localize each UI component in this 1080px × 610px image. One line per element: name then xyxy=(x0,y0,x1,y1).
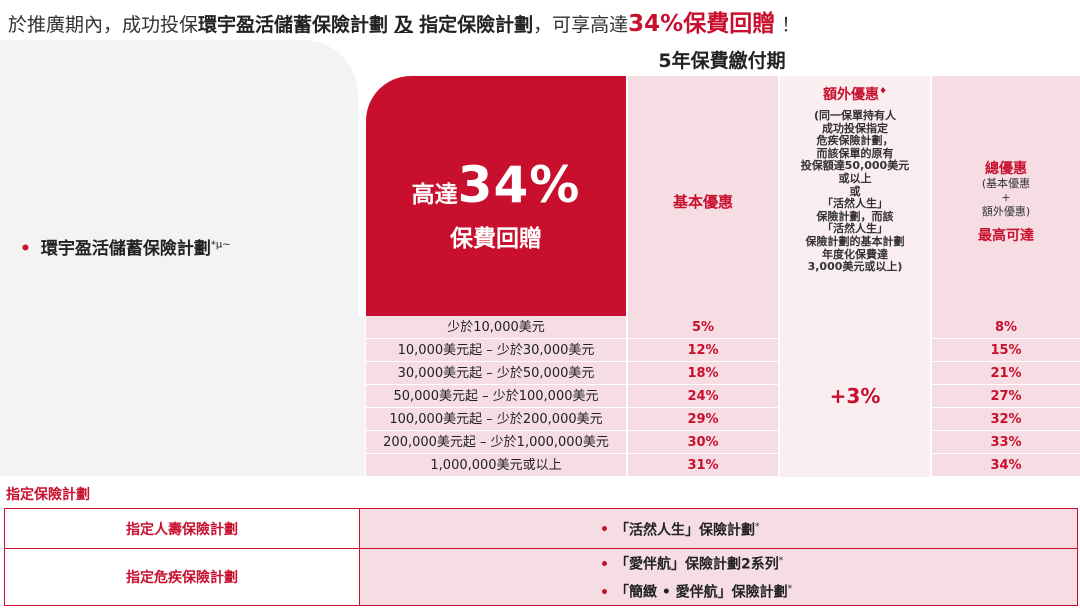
tier-basic-rate: 31% xyxy=(628,454,778,477)
promo-up-to: 高達 xyxy=(411,182,458,208)
headline-conjunction: 及 xyxy=(394,14,414,36)
designated-plan-list: • 「活然人生」保險計劃* xyxy=(360,509,1077,548)
total-formula-line: + xyxy=(1001,191,1011,204)
designated-category: 指定危疾保險計劃 xyxy=(5,549,360,605)
total-formula-line: (基本優惠 xyxy=(981,177,1031,190)
plan-footnote-mark: * xyxy=(754,521,760,532)
designated-plan-list: • 「愛伴航」保險計劃2系列* • 「簡緻 • 愛伴航」保險計劃* xyxy=(360,549,1077,605)
tier-basic-rate: 12% xyxy=(628,339,778,362)
extra-offer-value: +3% xyxy=(829,384,881,408)
tier-total-rate: 8% xyxy=(932,316,1080,339)
tier-total-rate: 27% xyxy=(932,385,1080,408)
extra-note-line: 成功投保指定 xyxy=(822,121,888,135)
extra-note-line: 3,000美元或以上) xyxy=(807,260,903,274)
plan-footnote-mark: * xyxy=(787,584,793,594)
tier-basic-rate: 30% xyxy=(628,431,778,454)
promo-rebate-label: 保費回贈 xyxy=(450,226,542,252)
promo-headline: 於推廣期內，成功投保環宇盈活儲蓄保險計劃 及 指定保險計劃，可享高達34%保費回… xyxy=(8,4,800,38)
extra-note-line: 或以上 xyxy=(838,171,872,185)
tier-total-rate: 32% xyxy=(932,408,1080,431)
total-offer-formula: (基本優惠 + 額外優惠) xyxy=(932,177,1080,219)
bullet-dot: • xyxy=(600,584,609,601)
plan-panel xyxy=(0,40,358,316)
row-divider xyxy=(5,548,1077,549)
promo-rebate-box: 高達34% 保費回贈 xyxy=(366,76,626,316)
extra-note-line: 年度化保費達 xyxy=(822,247,888,261)
plan-name: • 環宇盈活儲蓄保險計劃*µ~ xyxy=(20,234,231,259)
plan-footnote-mark: * xyxy=(778,556,784,567)
plan-footnote-mark: *µ~ xyxy=(210,239,231,251)
total-offer-max: 最高可達 xyxy=(978,228,1034,244)
extra-note-line: 保險計劃的基本計劃 xyxy=(805,234,905,248)
extra-note-line: 保險計劃，而該 xyxy=(816,209,894,223)
total-offer-title: 總優惠 xyxy=(985,161,1027,177)
designated-category: 指定人壽保險計劃 xyxy=(5,509,360,548)
tier-total-rate: 21% xyxy=(932,362,1080,385)
tier-range: 10,000美元起 – 少於30,000美元 xyxy=(366,339,626,362)
total-offer-header: 總優惠 (基本優惠 + 額外優惠) 最高可達 xyxy=(932,76,1080,316)
promo-percent: 34% xyxy=(457,156,581,214)
designated-plans-table: 指定人壽保險計劃 • 「活然人生」保險計劃* 指定危疾保險計劃 • 「愛伴航」保險計… xyxy=(4,508,1078,606)
headline-plan-b: 指定保險計劃 xyxy=(419,14,534,36)
bullet-dot: • xyxy=(20,239,31,259)
table-row: 指定人壽保險計劃 • 「活然人生」保險計劃* xyxy=(5,509,1077,548)
extra-offer-conditions: (同一保單持有人 成功投保指定 危疾保險計劃， 而該保單的原有 投保額達50,0… xyxy=(780,109,930,274)
plan-name-text: 「簡緻 • 愛伴航」保險計劃 xyxy=(614,584,788,601)
total-formula-line: 額外優惠) xyxy=(981,205,1031,218)
tier-total-rate: 15% xyxy=(932,339,1080,362)
extra-note-line: 「活然人生」 xyxy=(822,222,888,236)
table-row: 指定危疾保險計劃 • 「愛伴航」保險計劃2系列* • 「簡緻 • 愛伴航」保險計劃* xyxy=(5,549,1077,605)
basic-offer-label: 基本優惠 xyxy=(672,193,733,211)
tier-range: 1,000,000美元或以上 xyxy=(366,454,626,477)
payment-period-title: 5年保費繳付期 xyxy=(658,50,786,72)
list-item: • 「簡緻 • 愛伴航」保險計劃* xyxy=(600,577,1077,605)
basic-offer-header: 基本優惠 xyxy=(628,76,778,316)
headline-prefix: 於推廣期內，成功投保 xyxy=(8,14,199,36)
headline-highlight: 34%保費回贈 xyxy=(628,11,776,37)
extra-note-line: 而該保單的原有 xyxy=(816,146,894,160)
extra-note-line: (同一保單持有人 xyxy=(813,109,897,122)
extra-note-line: 危疾保險計劃， xyxy=(816,134,894,148)
list-item: • 「活然人生」保險計劃* xyxy=(600,515,1077,543)
tier-basic-rate: 18% xyxy=(628,362,778,385)
plan-name-text: 「愛伴航」保險計劃2系列 xyxy=(614,557,779,573)
headline-mid: ，可享高達 xyxy=(533,14,629,36)
designated-plans-title: 指定保險計劃 xyxy=(6,487,90,503)
bullet-dot: • xyxy=(600,557,609,573)
tier-total-rate: 33% xyxy=(932,431,1080,454)
headline-suffix: ！ xyxy=(781,14,801,36)
plan-name-text: 「活然人生」保險計劃 xyxy=(614,522,755,539)
plan-name-text: 環宇盈活儲蓄保險計劃 xyxy=(40,239,211,259)
bullet-dot: • xyxy=(600,522,609,539)
extra-offer-title-text: 額外優惠 xyxy=(822,87,879,103)
extra-offer-cell: +3% xyxy=(780,316,930,477)
diamond-mark: ♦ xyxy=(878,86,888,97)
extra-offer-title: 額外優惠♦ xyxy=(780,84,930,104)
extra-note-line: 「活然人生」 xyxy=(822,197,888,211)
extra-note-line: 或 xyxy=(849,184,861,198)
list-item: • 「愛伴航」保險計劃2系列* xyxy=(600,549,1077,577)
headline-plan-a: 環宇盈活儲蓄保險計劃 xyxy=(198,14,389,36)
tier-range: 100,000美元起 – 少於200,000美元 xyxy=(366,408,626,431)
tier-basic-rate: 29% xyxy=(628,408,778,431)
tier-basic-rate: 5% xyxy=(628,316,778,339)
plan-panel-lower xyxy=(0,316,365,476)
tier-range: 30,000美元起 – 少於50,000美元 xyxy=(366,362,626,385)
tier-range: 50,000美元起 – 少於100,000美元 xyxy=(366,385,626,408)
extra-offer-header: 額外優惠♦ (同一保單持有人 成功投保指定 危疾保險計劃， 而該保單的原有 投保… xyxy=(780,76,930,316)
tier-range: 少於10,000美元 xyxy=(366,316,626,339)
promo-rebate-amount: 高達34% xyxy=(366,156,626,214)
extra-note-line: 投保額達50,000美元 xyxy=(800,159,910,173)
tier-total-rate: 34% xyxy=(932,454,1080,477)
tier-basic-rate: 24% xyxy=(628,385,778,408)
tier-range: 200,000美元起 – 少於1,000,000美元 xyxy=(366,431,626,454)
